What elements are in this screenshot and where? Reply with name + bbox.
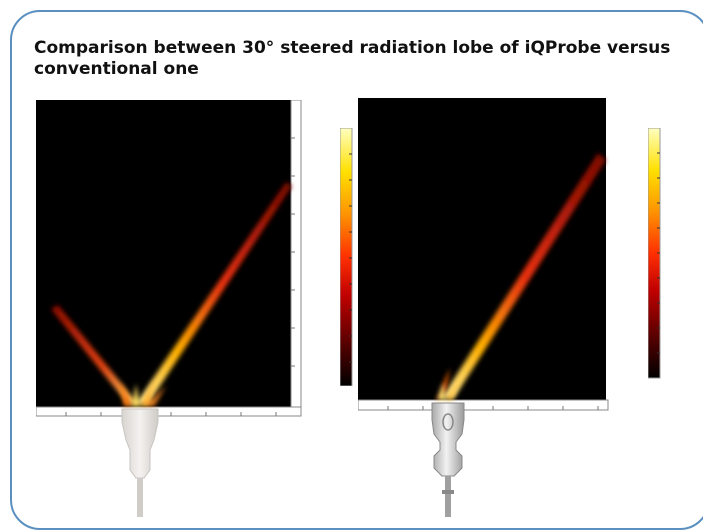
field-right-frame	[290, 100, 302, 417]
conventional-probe-panel	[36, 100, 306, 517]
iqprobe-panel	[358, 98, 613, 517]
iqprobe-icon	[431, 402, 465, 517]
right-axis-ticks	[291, 137, 295, 367]
steered-main-lobe	[442, 153, 606, 398]
figure-title: Comparison between 30° steered radiation…	[34, 38, 671, 79]
bottom-axis-ticks	[387, 406, 599, 410]
field-background	[358, 98, 606, 400]
colorbar-left	[339, 127, 354, 391]
field-bottom-frame	[358, 399, 609, 411]
near-field-spray	[436, 368, 462, 400]
field-bottom-frame	[36, 406, 302, 417]
steered-main-lobe	[136, 182, 292, 404]
conventional-probe-icon	[121, 408, 159, 517]
grating-lobe	[51, 305, 138, 404]
colorbar-right	[647, 127, 662, 385]
field-background	[36, 100, 291, 407]
near-field-spray	[120, 378, 166, 406]
